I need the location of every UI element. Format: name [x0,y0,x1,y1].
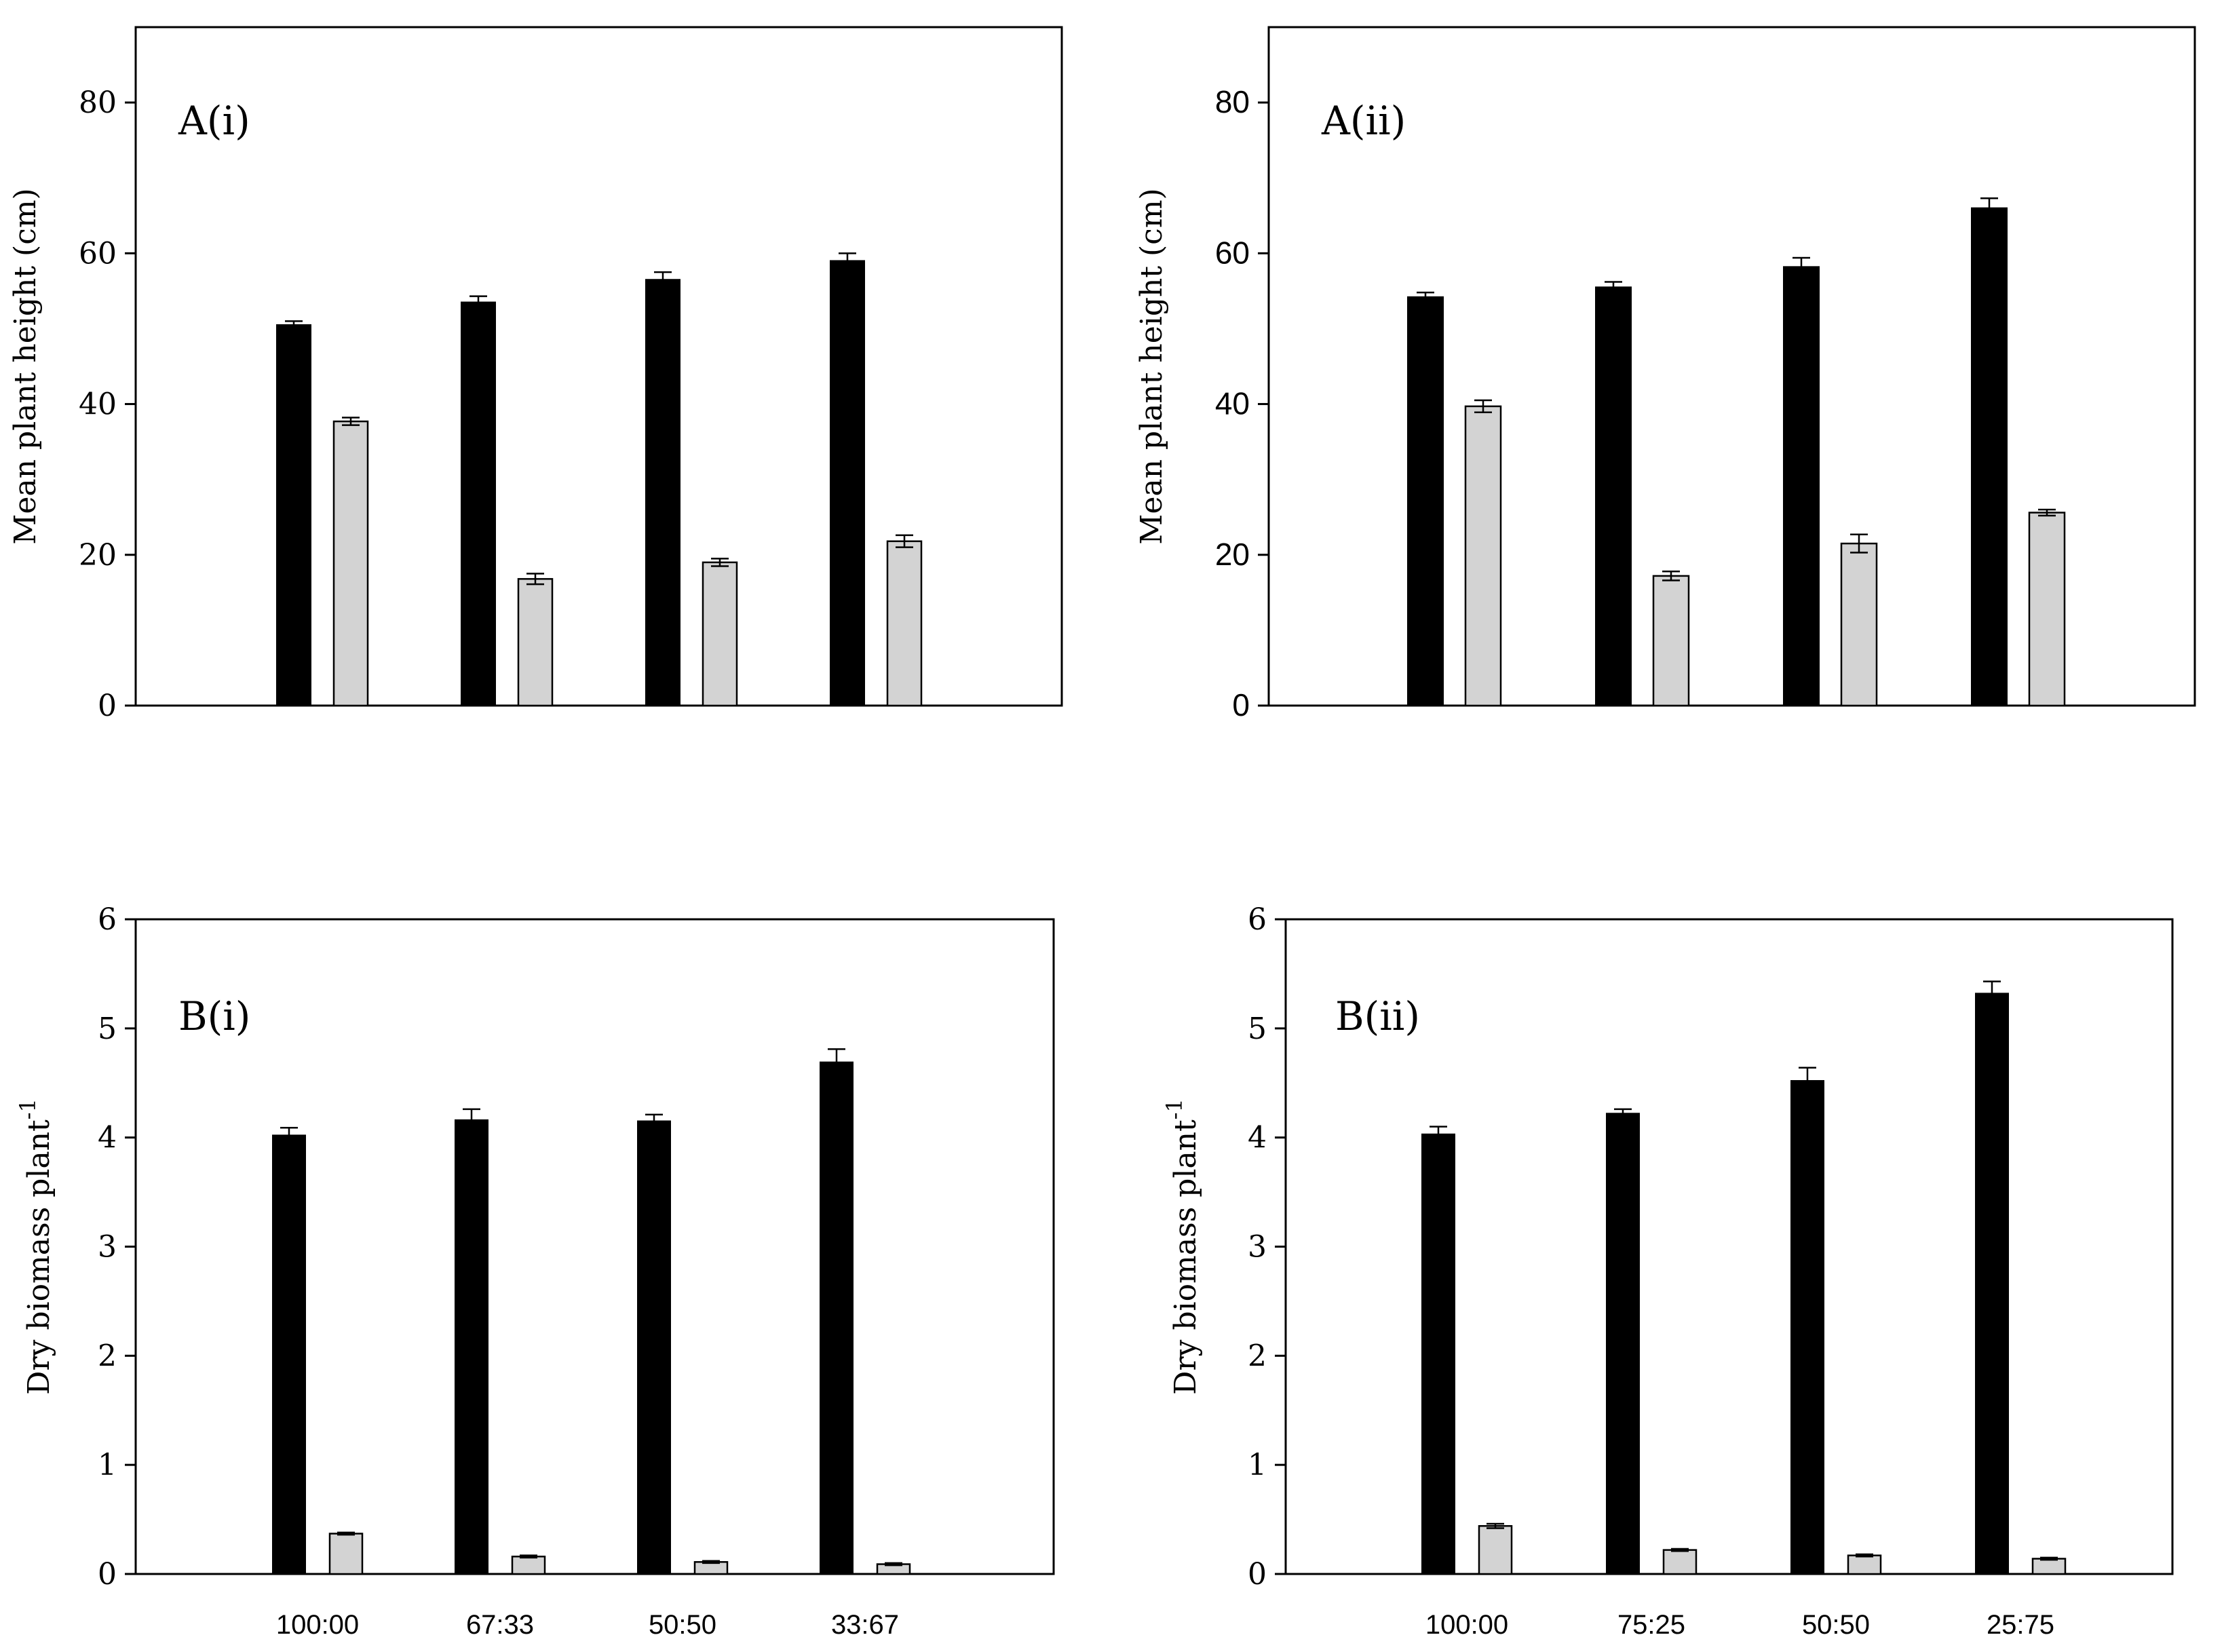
y-tick-label: 80 [79,85,117,120]
bar-dark [830,260,865,706]
y-axis-label-text: Mean plant height (cm) [8,188,43,544]
x-category-label: 33:67 [831,1610,899,1640]
y-tick-label: 0 [98,1557,117,1592]
bar-dark [276,324,311,706]
chart-panel-bi: 0 1 2 3 4 5 6 Dry biomass plant-1 B(i) 100:00 67:3… [15,902,1055,1640]
panel-label: B(i) [178,993,250,1039]
bar-grey [511,1556,546,1575]
y-tick-label: 6 [1248,902,1267,937]
x-category-label: 50:50 [1802,1610,1870,1640]
bar-dark [461,301,496,706]
bar-dark [1421,1133,1455,1575]
y-tick-label: 0 [1232,687,1250,723]
y-tick-label: 60 [1215,235,1250,270]
x-category-label: 100:00 [1425,1610,1508,1640]
panel-label: A(ii) [1321,98,1406,144]
x-category-label: 67:33 [466,1610,534,1640]
y-tick-label: 80 [1215,84,1250,119]
bar-grey [1847,1554,1882,1575]
y-axis-label-superscript: -1 [15,1098,41,1119]
y-axis-label: Dry biomass plant-1 [1162,1098,1203,1395]
bar-grey [1478,1524,1513,1575]
y-tick-label: 20 [1215,537,1250,572]
bar-dark [1971,207,2008,706]
y-tick-label: 0 [1248,1557,1267,1592]
y-axis-label-text: Dry biomass plant [1168,1119,1203,1395]
bar-grey [1840,542,1878,707]
y-tick-label: 1 [1248,1448,1267,1482]
bar-grey [1652,575,1690,707]
y-tick-label: 20 [79,538,117,573]
y-tick-label: 3 [1248,1230,1267,1265]
y-tick-label: 40 [1215,386,1250,421]
x-category-label: 100:00 [276,1610,359,1640]
y-axis-label-superscript: -1 [1162,1098,1187,1119]
bar-dark [455,1119,488,1575]
y-axis-label-text: Mean plant height (cm) [1134,188,1169,544]
bar-grey [702,561,738,707]
bar-dark [272,1134,306,1575]
plot-frame [134,26,1063,707]
y-axis-label: Dry biomass plant-1 [15,1098,56,1395]
bar-grey [1464,405,1502,707]
y-tick-label: 4 [98,1121,117,1155]
bar-grey [2028,512,2066,707]
y-tick-label: 5 [1248,1012,1267,1046]
panel-label: A(i) [178,98,250,144]
bar-grey [328,1533,364,1575]
x-category-label: 25:75 [1987,1610,2054,1640]
y-tick-label: 2 [98,1339,117,1373]
bar-dark [645,279,680,706]
x-category-label: 50:50 [649,1610,716,1640]
y-axis-label: Mean plant height (cm) [1134,188,1169,544]
chart-panel-ai: 0 20 40 60 80 Mean plant height (cm) A(i) [8,26,1063,723]
y-tick-label: 3 [98,1230,117,1265]
bar-grey [332,420,369,707]
chart-panel-bii: 0 1 2 3 4 5 6 Dry biomass plant-1 B(ii) 100:00 75:… [1162,902,2174,1640]
bar-dark [1595,286,1632,707]
y-tick-label: 1 [98,1448,117,1482]
bar-dark [1407,296,1444,706]
bar-dark [1783,266,1820,707]
bar-dark [1790,1080,1824,1575]
y-tick-label: 40 [79,387,117,422]
bar-dark [1606,1113,1640,1575]
bar-grey [1662,1549,1698,1575]
bar-grey [2031,1558,2067,1575]
y-axis-label-text: Dry biomass plant [22,1119,56,1395]
y-tick-label: 0 [98,689,117,723]
y-tick-label: 60 [79,236,117,271]
bar-dark [1975,993,2009,1575]
x-category-label: 75:25 [1617,1610,1685,1640]
bar-grey [886,540,923,707]
bar-dark [820,1061,854,1575]
bar-dark [637,1120,671,1575]
chart-panel-aii: 0 20 40 60 80 Mean plant height (cm) A(ii) [1134,26,2196,723]
y-tick-label: 2 [1248,1339,1267,1373]
plot-frame [1267,26,2196,707]
y-tick-label: 4 [1248,1121,1267,1155]
y-tick-label: 5 [98,1012,117,1046]
y-tick-label: 6 [98,902,117,937]
y-axis-label: Mean plant height (cm) [8,188,43,544]
bar-grey [517,578,554,707]
panel-label: B(ii) [1335,993,1420,1039]
